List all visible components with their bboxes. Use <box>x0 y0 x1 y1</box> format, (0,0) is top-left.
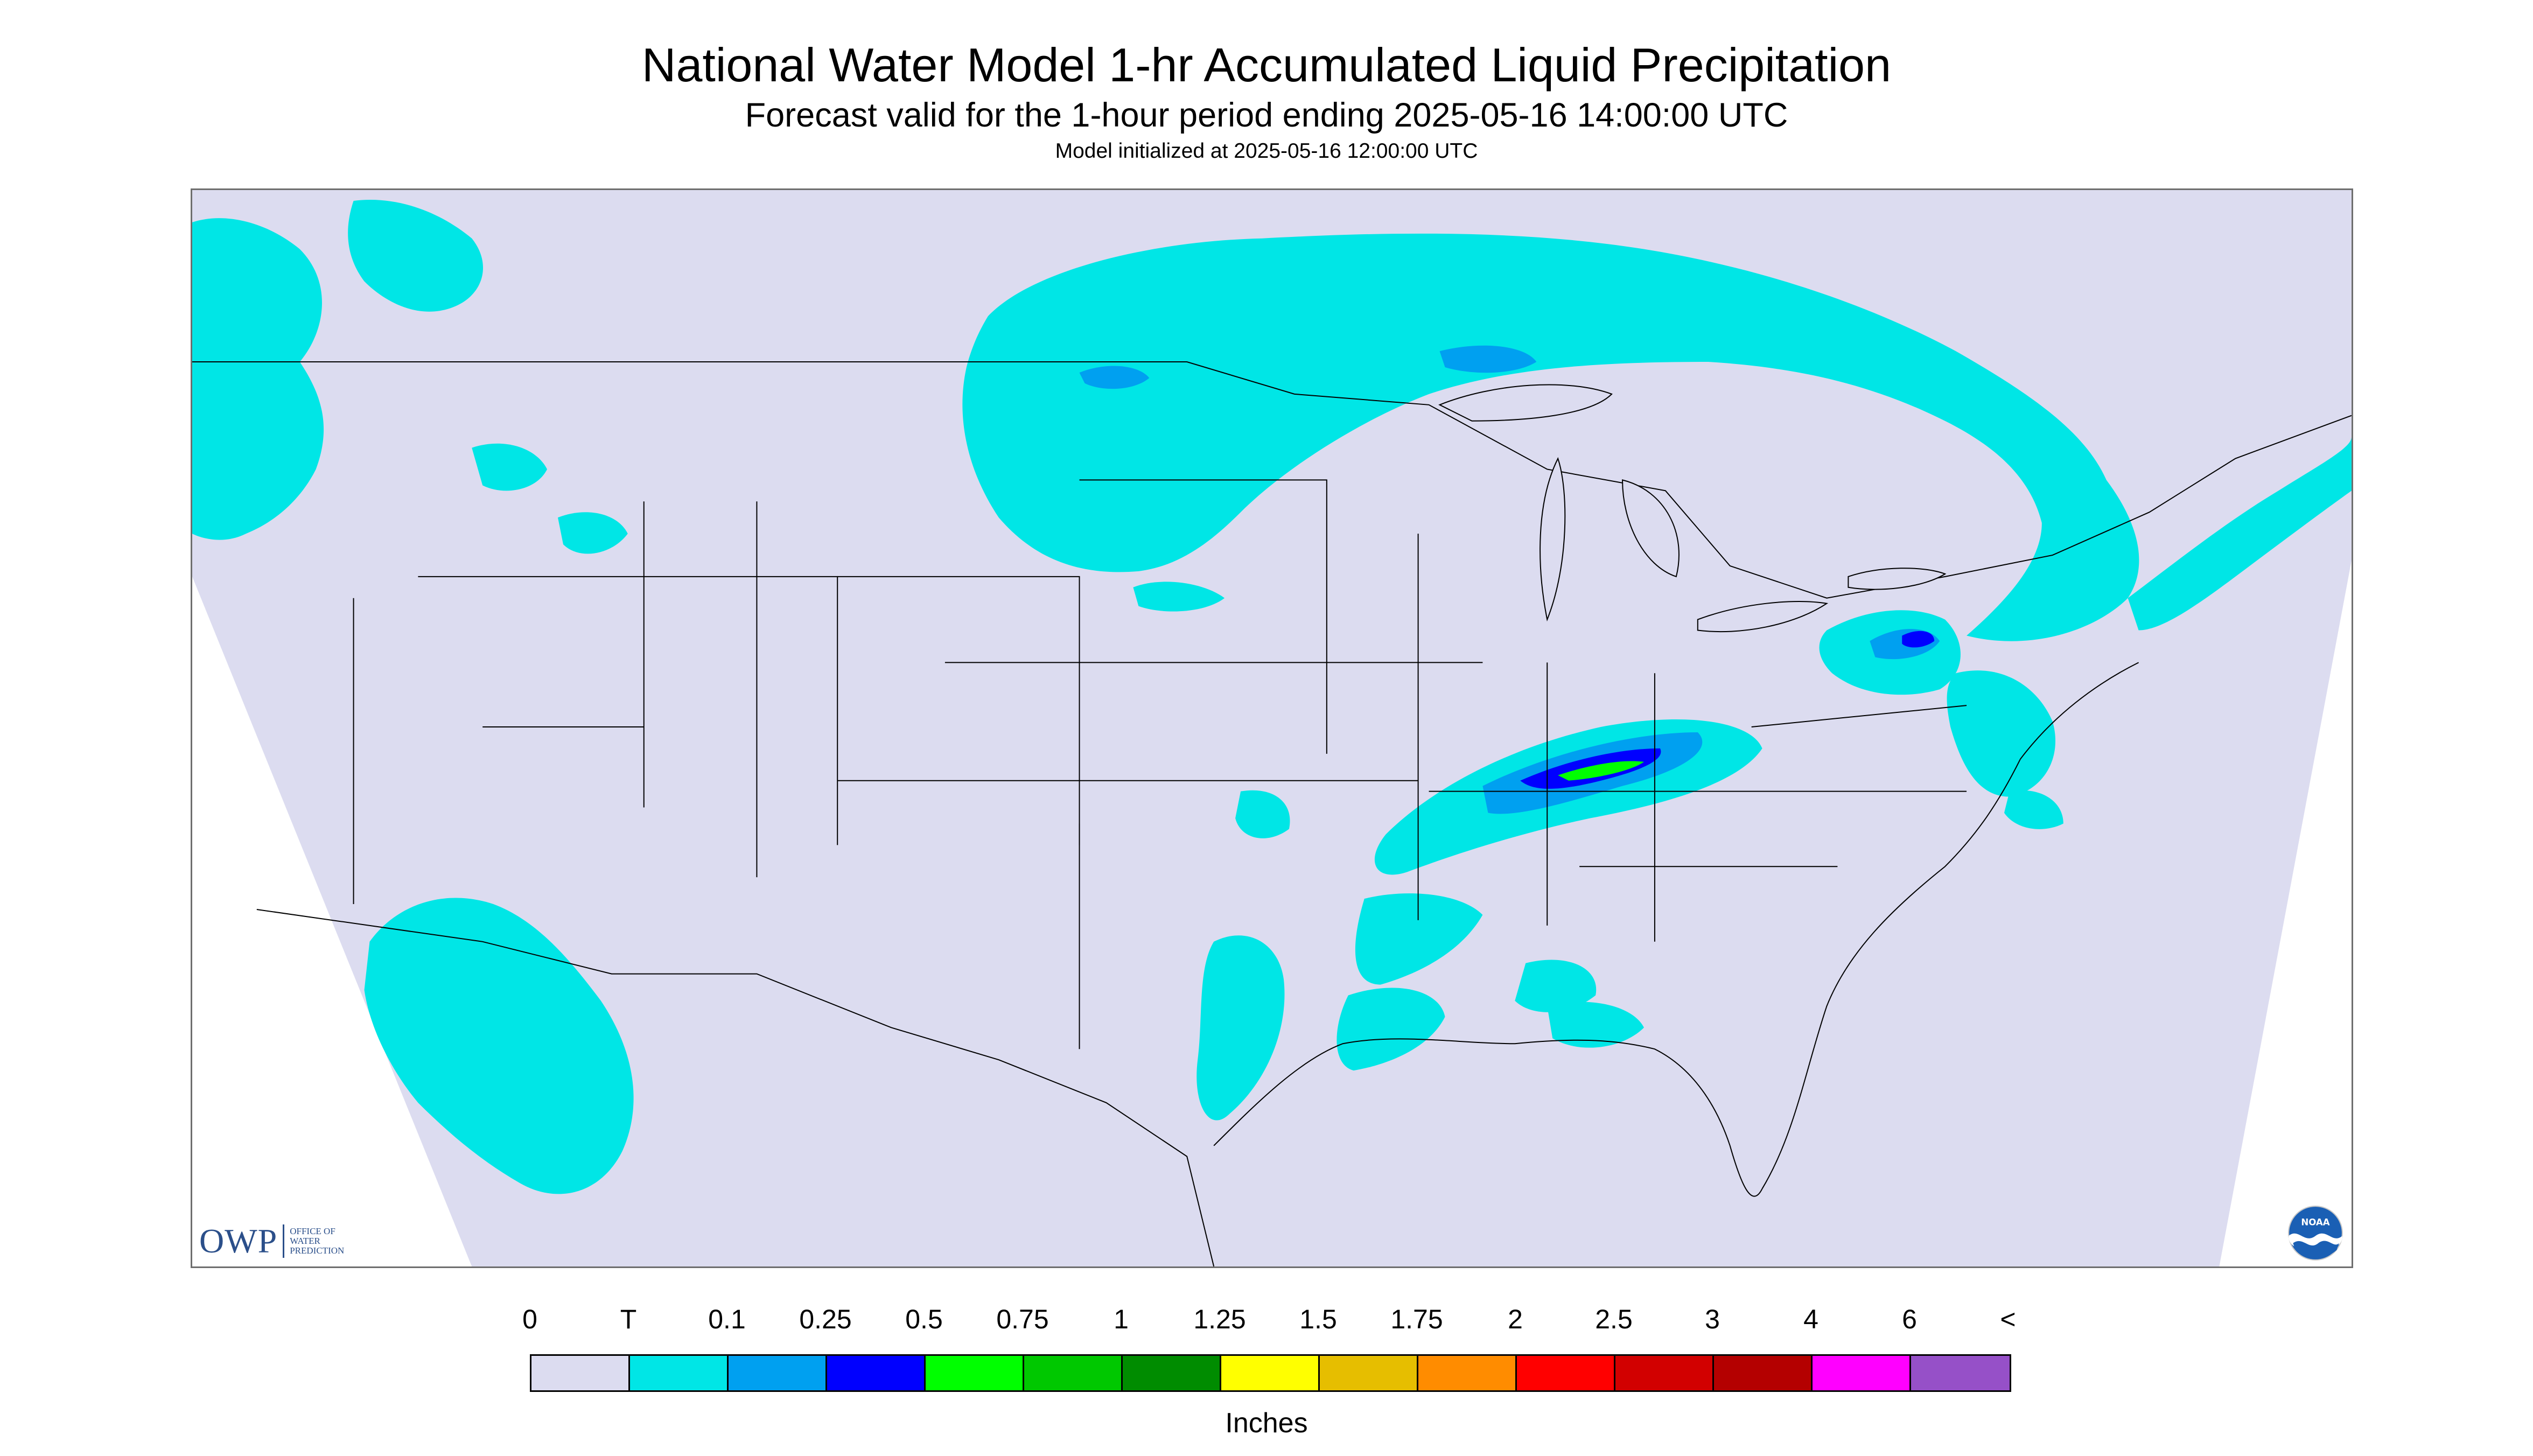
legend-swatch <box>1813 1356 1911 1390</box>
legend-tick-label: 1.75 <box>1390 1304 1443 1334</box>
precip-florida-panhandle <box>1547 1002 1644 1048</box>
lake-ontario <box>1848 568 1947 590</box>
precip-northern-plains <box>962 233 2139 641</box>
legend-swatch <box>1615 1356 1714 1390</box>
legend-tick-label: 0.75 <box>996 1304 1049 1334</box>
state-line <box>1751 705 1967 727</box>
forecast-valid-subtitle: Forecast valid for the 1-hour period end… <box>745 96 1788 134</box>
legend-swatch <box>1911 1356 2010 1390</box>
precip-southern-california <box>364 898 634 1194</box>
precip-oregon-cells <box>472 443 548 491</box>
state-line <box>837 576 1080 845</box>
legend-swatch <box>1221 1356 1320 1390</box>
legend-swatch <box>1024 1356 1123 1390</box>
precip-pacific-northwest <box>192 218 324 540</box>
legend-tick-label: 0.5 <box>905 1304 943 1334</box>
map-canvas <box>192 190 2352 1266</box>
lake-michigan <box>1540 457 1566 622</box>
precip-mid-atlantic <box>1947 670 2056 797</box>
legend-tick-label: 1.5 <box>1299 1304 1337 1334</box>
legend-labels: 0 T 0.1 0.25 0.5 0.75 1 1.25 1.5 1.75 2 2.5 3 4 6 < <box>0 1303 2533 1341</box>
precip-lower-mississippi <box>1355 893 1483 985</box>
legend-swatch <box>1418 1356 1517 1390</box>
legend-swatch <box>1320 1356 1418 1390</box>
lake-erie <box>1697 600 1829 633</box>
owp-text-line: OFFICE OF <box>290 1226 335 1236</box>
legend-tick-label: 0 <box>522 1304 537 1334</box>
legend-swatch <box>1123 1356 1221 1390</box>
legend-tick-label: 0.25 <box>799 1304 852 1334</box>
legend-swatch <box>729 1356 827 1390</box>
owp-logo: OWP OFFICE OF WATER PREDICTION <box>199 1220 344 1263</box>
legend-swatch <box>1517 1356 1615 1390</box>
atlantic-coastline <box>1761 662 2139 1189</box>
political-boundaries <box>192 361 2352 1266</box>
map-title: National Water Model 1-hr Accumulated Li… <box>641 38 1892 92</box>
legend-swatch <box>1714 1356 1813 1390</box>
legend-tick-label: 1 <box>1114 1304 1129 1334</box>
legend-tick-label: 2.5 <box>1595 1304 1633 1334</box>
gulf-coastline <box>1213 1038 1763 1197</box>
precip-gulf-coast <box>1337 988 1445 1071</box>
owp-text-line: WATER <box>290 1236 320 1246</box>
precip-oklahoma <box>1235 790 1290 838</box>
precip-alabama <box>1515 960 1597 1012</box>
legend-tick-label: 2 <box>1508 1304 1523 1334</box>
great-lakes <box>1438 384 1947 633</box>
legend-swatch <box>926 1356 1024 1390</box>
legend-tick-label: 6 <box>1902 1304 1917 1334</box>
legend-swatch <box>827 1356 926 1390</box>
mexico-us-border <box>256 909 1215 1266</box>
legend-units: Inches <box>1225 1408 1308 1439</box>
owp-text-line: PREDICTION <box>290 1245 345 1256</box>
legend-tick-label: T <box>620 1304 637 1334</box>
precip-texas-gulf <box>1196 935 1285 1121</box>
legend-tick-label: 0.1 <box>708 1304 746 1334</box>
legend-tick-label: < <box>2000 1304 2016 1334</box>
legend-colorbar <box>530 1354 2011 1392</box>
precip-idaho-cells <box>557 512 628 554</box>
legend-swatch <box>630 1356 729 1390</box>
owp-logo-text: OFFICE OF WATER PREDICTION <box>290 1227 344 1256</box>
owp-logo-divider <box>283 1224 285 1258</box>
precip-minnesota-tail <box>1133 582 1225 612</box>
lake-superior <box>1438 384 1613 422</box>
precip-southeast-offshore <box>2004 790 2063 829</box>
lake-huron <box>1622 479 1680 578</box>
precip-idaho-montana <box>348 200 484 312</box>
precipitation-map <box>191 188 2353 1268</box>
legend-tick-label: 3 <box>1705 1304 1720 1334</box>
model-init-line: Model initialized at 2025-05-16 12:00:00… <box>1055 139 1478 163</box>
owp-logo-mark: OWP <box>199 1222 278 1260</box>
legend-tick-label: 1.25 <box>1193 1304 1246 1334</box>
heavier-precip-cells <box>1079 345 1940 814</box>
noaa-logo-text: NOAA <box>2301 1217 2329 1227</box>
canada-us-border <box>192 361 2352 599</box>
legend-tick-label: 4 <box>1803 1304 1818 1334</box>
noaa-logo: NOAA <box>2288 1206 2343 1261</box>
precip-northeast <box>2128 437 2352 631</box>
model-domain <box>192 190 2352 1266</box>
legend-swatch <box>531 1356 630 1390</box>
